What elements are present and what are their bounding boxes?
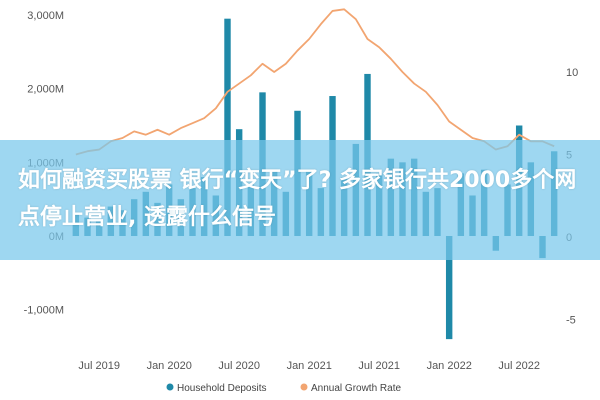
legend-swatch-growth: [300, 383, 308, 391]
x-tick-label: Jul 2022: [498, 360, 540, 372]
legend: Household Deposits Annual Growth Rate: [166, 383, 401, 394]
x-axis: Jul 2019 Jan 2020 Jul 2020 Jan 2021 Jul 2021…: [78, 360, 540, 372]
y-right-tick-label: -5: [566, 315, 576, 327]
y-left-tick-label: -1,000M: [24, 305, 64, 317]
x-tick-label: Jul 2020: [218, 360, 260, 372]
x-tick-label: Jul 2021: [358, 360, 400, 372]
legend-swatch-deposits: [166, 383, 174, 391]
x-tick-label: Jan 2022: [427, 360, 472, 372]
x-tick-label: Jan 2021: [287, 360, 332, 372]
x-tick-label: Jan 2020: [147, 360, 192, 372]
legend-label-deposits: Household Deposits: [177, 383, 267, 394]
y-left-tick-label: 2,000M: [27, 84, 64, 96]
line-series: [75, 8, 555, 156]
legend-label-growth: Annual Growth Rate: [311, 383, 401, 394]
y-right-tick-label: 10: [566, 67, 578, 79]
y-left-tick-label: 3,000M: [27, 10, 64, 22]
bar-household-deposits: [224, 18, 231, 237]
x-tick-label: Jul 2019: [78, 360, 120, 372]
headline-banner: [0, 140, 600, 260]
headline-text: 如何融资买股票 银行“变天”了? 多家银行共2000多个网点停止营业, 透露什么…: [18, 168, 577, 230]
bar-household-deposits: [445, 236, 453, 340]
line-annual-growth-rate: [75, 8, 555, 156]
